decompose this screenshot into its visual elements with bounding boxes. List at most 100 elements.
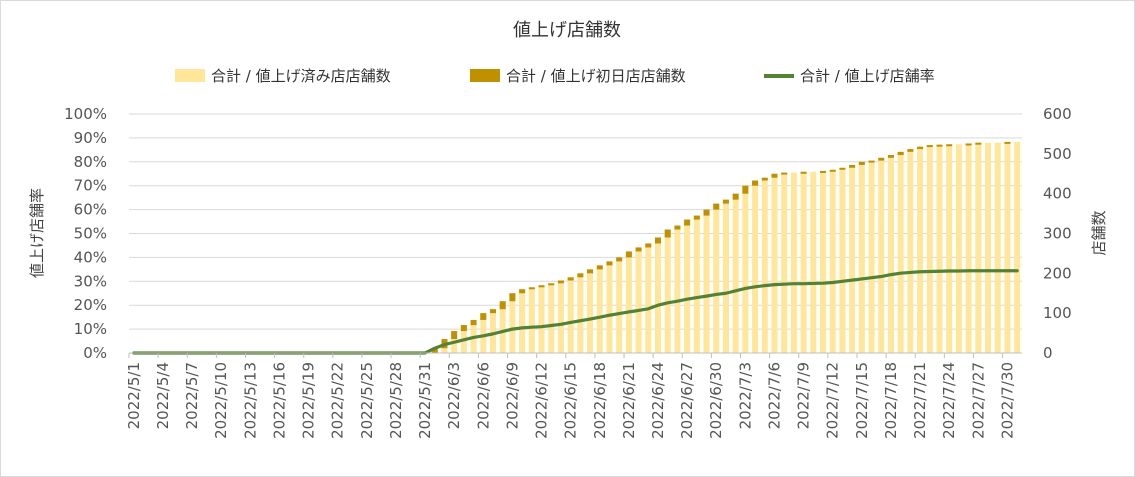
y-left-tick-label: 0% <box>83 344 107 362</box>
bar-cumulative <box>829 169 836 353</box>
x-tick-label: 2022/7/24 <box>940 362 958 439</box>
x-tick-label: 2022/5/1 <box>125 362 143 429</box>
x-tick-label: 2022/6/30 <box>707 362 725 439</box>
y-axis-left-ticks: 0% 10% 20% 30% 40% 50% 60% 70% 80% 90% 100% <box>64 105 107 362</box>
x-tick-label: 2022/6/6 <box>474 362 492 429</box>
x-tick-label: 2022/7/27 <box>969 362 987 439</box>
bar-cumulative <box>703 209 710 353</box>
y-left-tick-label: 90% <box>74 129 107 147</box>
x-tick-label: 2022/5/4 <box>154 362 172 429</box>
x-tick-label: 2022/7/6 <box>765 362 783 429</box>
x-tick-label: 2022/6/27 <box>678 362 696 439</box>
legend-swatch-first-day <box>470 69 500 82</box>
x-tick-label: 2022/7/15 <box>853 362 871 439</box>
bar-cumulative <box>781 172 788 353</box>
bar-first-day <box>645 243 652 248</box>
bar-cumulative <box>489 309 497 353</box>
y-left-tick-label: 20% <box>74 296 107 314</box>
bar-cumulative <box>538 285 545 353</box>
bar-cumulative <box>975 142 982 353</box>
x-tick-label: 2022/5/25 <box>358 362 376 439</box>
bar-first-day <box>713 203 720 210</box>
x-tick-label: 2022/6/24 <box>649 362 667 439</box>
bar-cumulative <box>722 199 729 353</box>
bar-cumulative <box>713 203 720 353</box>
y-left-tick-label: 40% <box>74 248 107 266</box>
legend: 合計 / 値上げ済み店店舗数 合計 / 値上げ初日店店舗数 合計 / 値上げ店舗… <box>175 67 935 85</box>
bar-first-day <box>596 265 603 270</box>
bar-first-day <box>460 325 467 332</box>
bar-cumulative <box>635 247 642 353</box>
bar-first-day <box>771 173 778 178</box>
bar-cumulative <box>742 185 749 353</box>
bar-first-day <box>703 209 710 216</box>
bar-first-day <box>480 313 487 320</box>
bars-cumulative <box>431 141 1021 353</box>
x-tick-label: 2022/5/13 <box>241 362 259 439</box>
y-left-tick-label: 70% <box>74 177 107 195</box>
bar-cumulative <box>645 243 652 353</box>
y-axis-right-ticks: 0 100 200 300 400 500 600 <box>1043 105 1072 362</box>
bar-cumulative <box>936 144 943 353</box>
bar-first-day <box>499 301 506 310</box>
legend-label-rate: 合計 / 値上げ店舗率 <box>800 67 935 85</box>
bar-first-day <box>839 167 846 170</box>
bar-first-day <box>732 193 739 200</box>
legend-swatch-cumulative <box>175 69 205 82</box>
bar-first-day <box>538 285 545 288</box>
x-tick-label: 2022/5/22 <box>329 362 347 439</box>
bar-first-day <box>431 348 438 353</box>
bar-first-day <box>820 170 827 173</box>
x-tick-label: 2022/6/21 <box>620 362 638 439</box>
bar-cumulative <box>577 273 584 353</box>
x-axis-ticks: 2022/5/1 2022/5/4 2022/5/7 2022/5/10 2022/5/… <box>125 352 1022 439</box>
bar-first-day <box>606 261 613 266</box>
bar-first-day <box>674 225 681 230</box>
x-tick-label: 2022/5/28 <box>387 362 405 439</box>
bar-cumulative <box>790 172 797 353</box>
bar-first-day <box>849 164 856 168</box>
bar-first-day <box>946 144 953 147</box>
y-left-tick-label: 10% <box>74 320 107 338</box>
bar-first-day <box>664 229 671 238</box>
x-tick-label: 2022/7/21 <box>911 362 929 439</box>
x-tick-label: 2022/5/10 <box>212 362 230 439</box>
y-left-tick-label: 80% <box>74 153 107 171</box>
bar-first-day <box>587 269 594 274</box>
bar-cumulative <box>985 142 992 353</box>
y-left-tick-label: 100% <box>64 105 107 123</box>
bar-cumulative <box>480 313 487 353</box>
x-tick-label: 2022/7/18 <box>882 362 900 439</box>
bar-cumulative <box>839 167 846 353</box>
x-tick-label: 2022/5/19 <box>300 362 318 439</box>
y-right-tick-label: 400 <box>1043 185 1072 203</box>
bar-first-day <box>519 289 526 294</box>
bar-cumulative <box>878 157 885 353</box>
bar-first-day <box>625 251 632 258</box>
bar-first-day <box>616 257 623 262</box>
bar-cumulative <box>849 164 856 353</box>
bar-first-day <box>800 171 807 174</box>
bar-first-day <box>548 283 555 286</box>
bar-cumulative <box>771 173 778 353</box>
y-axis-right-title: 店舗数 <box>1090 210 1108 255</box>
bar-cumulative <box>917 146 924 353</box>
bar-cumulative <box>994 142 1001 353</box>
y-right-tick-label: 300 <box>1043 225 1072 243</box>
bar-first-day <box>470 319 477 326</box>
x-tick-label: 2022/5/16 <box>270 362 288 439</box>
bar-first-day <box>635 247 642 252</box>
bar-cumulative <box>868 160 875 353</box>
bar-first-day <box>509 293 516 302</box>
bar-cumulative <box>1004 141 1011 353</box>
y-left-tick-label: 60% <box>74 201 107 219</box>
bar-cumulative <box>926 145 933 353</box>
bar-cumulative <box>616 257 623 353</box>
bar-cumulative <box>800 171 807 353</box>
y-right-tick-label: 100 <box>1043 304 1072 322</box>
legend-label-first-day: 合計 / 値上げ初日店店舗数 <box>506 67 686 85</box>
bar-first-day <box>752 180 759 186</box>
bar-cumulative <box>548 283 555 353</box>
